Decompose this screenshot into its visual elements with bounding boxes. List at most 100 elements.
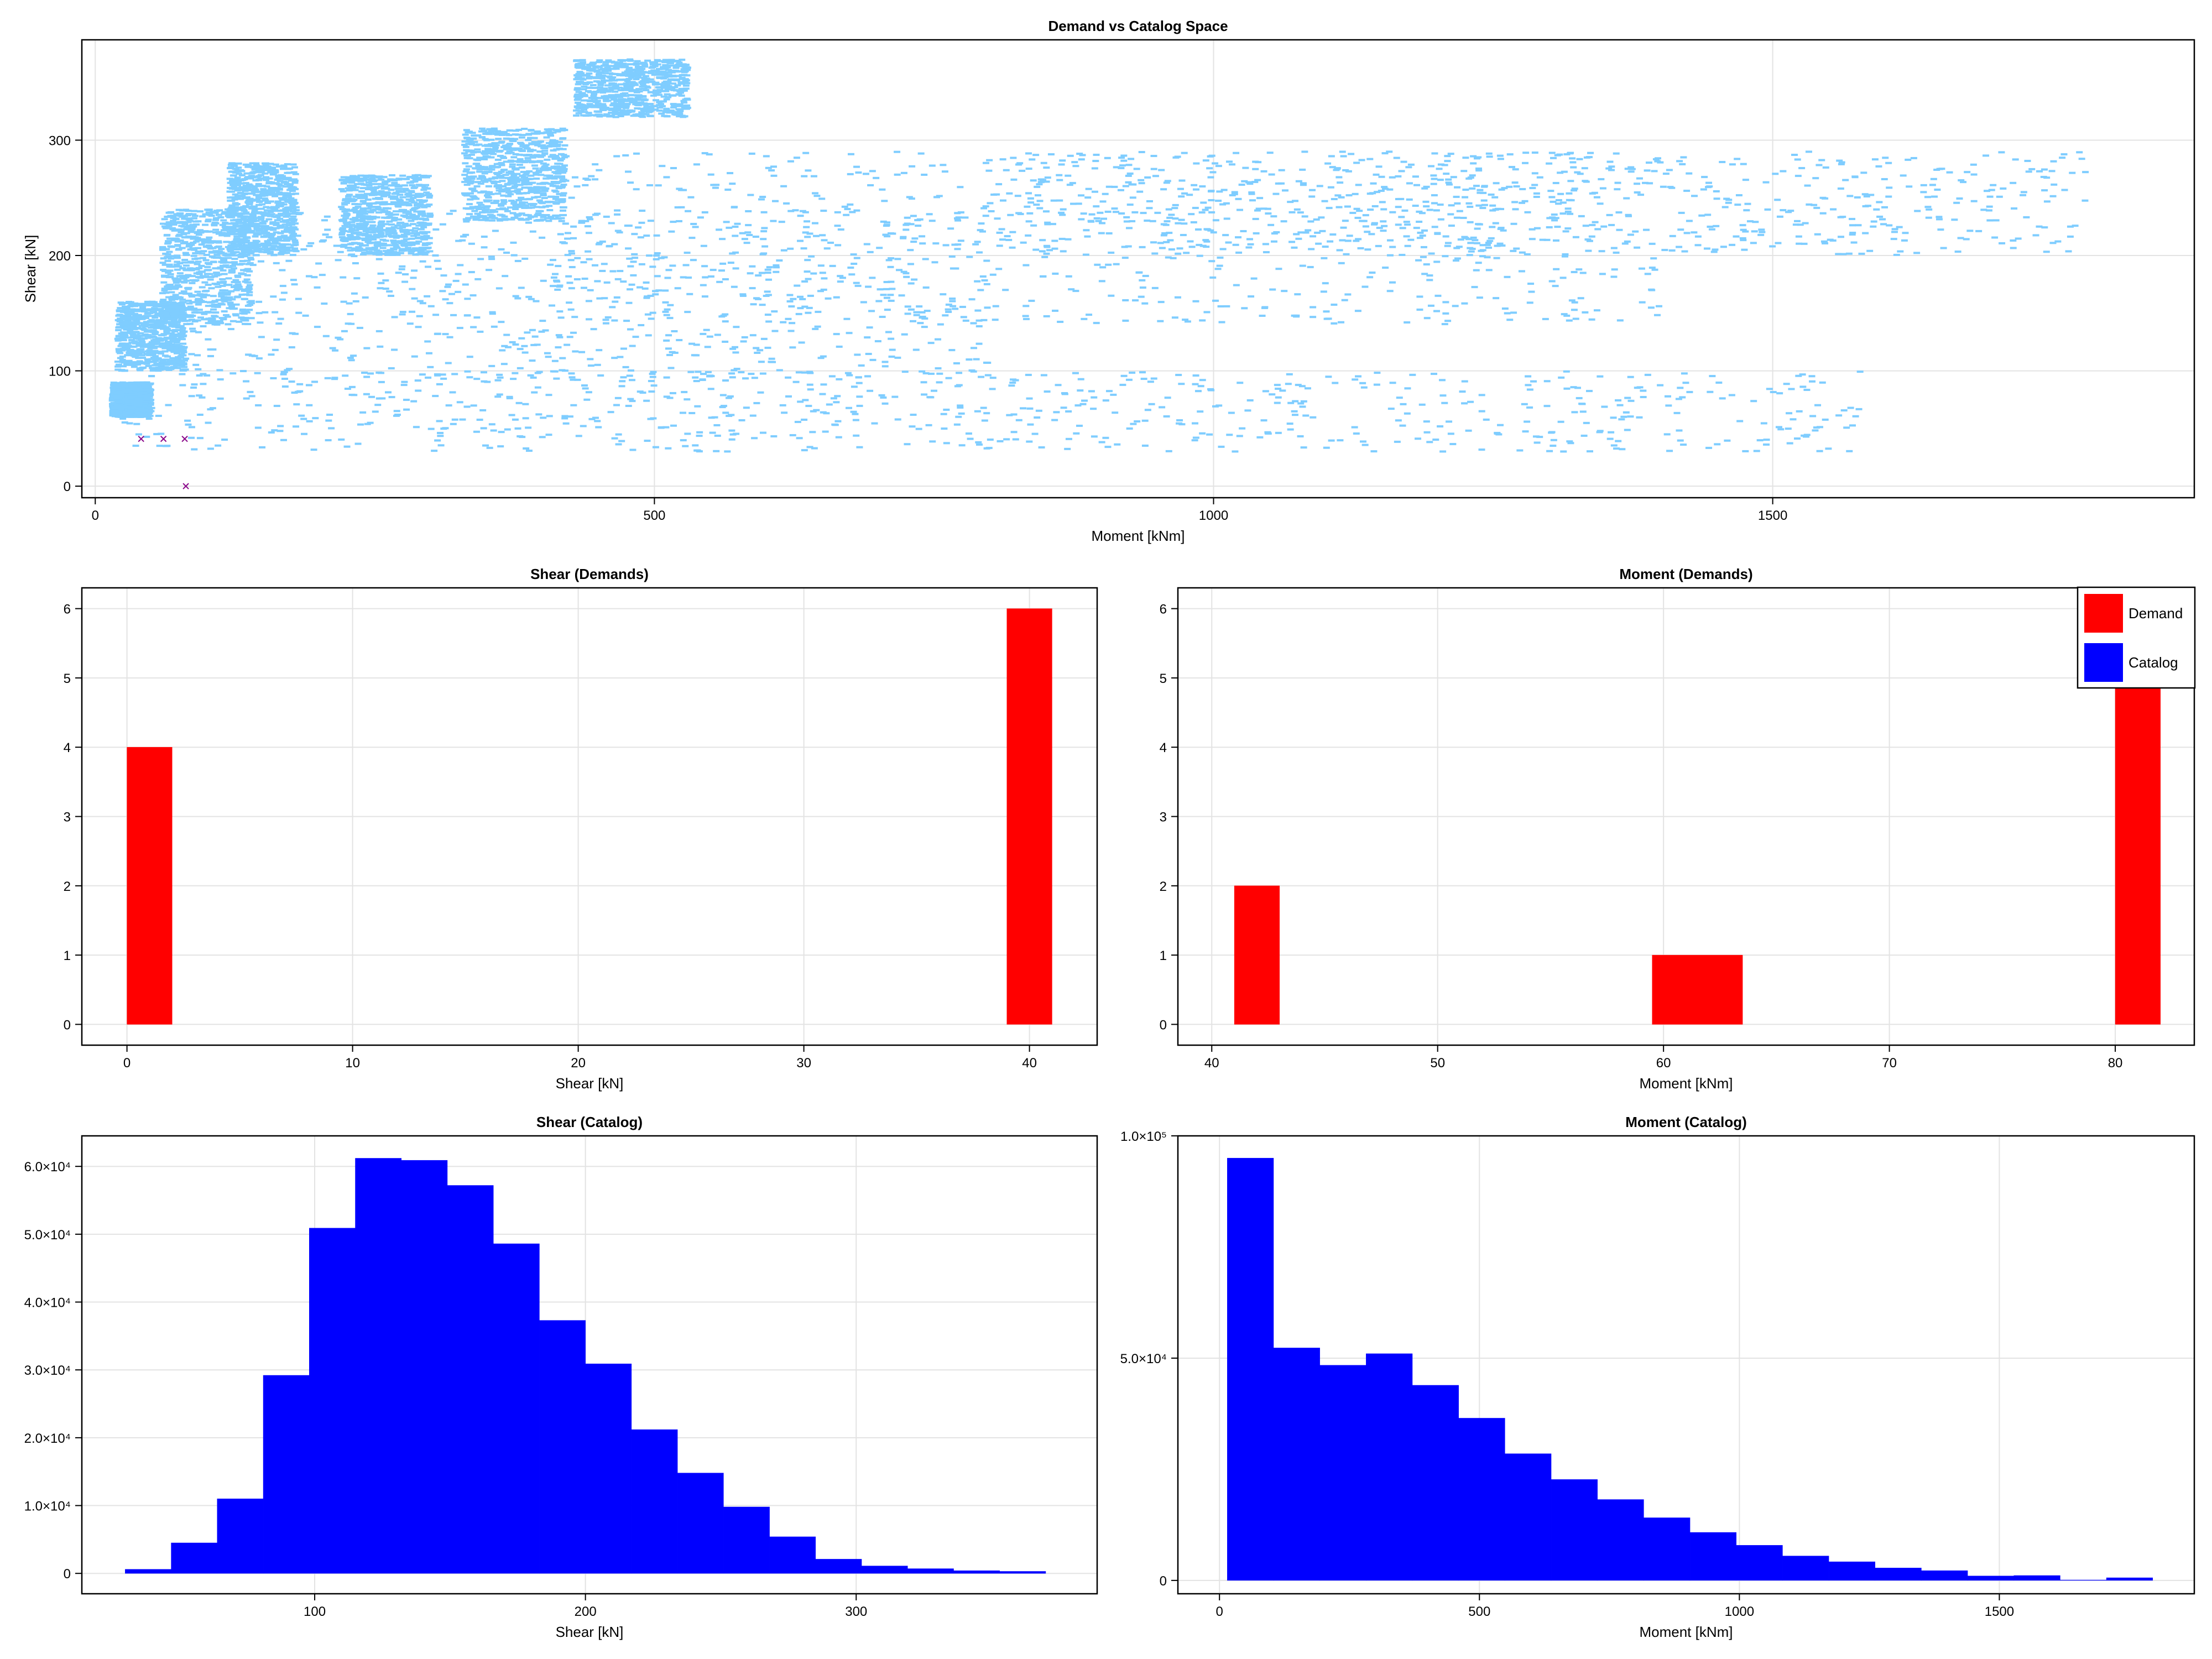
- catalog-point: [599, 108, 606, 111]
- catalog-point: [165, 276, 173, 279]
- catalog-point: [174, 357, 181, 360]
- catalog-point: [179, 209, 186, 212]
- catalog-point: [157, 366, 164, 369]
- catalog-point: [163, 363, 170, 366]
- catalog-point: [558, 158, 565, 160]
- catalog-point: [163, 330, 170, 332]
- catalog-point: [677, 109, 684, 112]
- catalog-point: [133, 323, 140, 326]
- catalog-point: [422, 187, 430, 190]
- catalog-point: [277, 205, 284, 207]
- catalog-point: [288, 202, 295, 205]
- catalog-point: [143, 330, 150, 333]
- catalog-point: [469, 195, 477, 197]
- catalog-point: [274, 200, 281, 203]
- catalog-point: [168, 343, 175, 346]
- catalog-point: [205, 311, 212, 314]
- catalog-point: [205, 322, 212, 325]
- catalog-point: [132, 319, 139, 321]
- catalog-point: [357, 174, 364, 177]
- catalog-point: [152, 355, 159, 358]
- catalog-point: [381, 183, 388, 186]
- catalog-point: [290, 215, 297, 218]
- catalog-point: [461, 180, 468, 183]
- catalog-point: [369, 209, 377, 212]
- catalog-point: [161, 350, 169, 353]
- catalog-point: [509, 165, 516, 168]
- catalog-point: [129, 411, 137, 414]
- catalog-point: [606, 96, 613, 99]
- catalog-point: [243, 211, 250, 214]
- catalog-point: [263, 249, 270, 252]
- catalog-point: [421, 244, 429, 247]
- catalog-point: [390, 247, 397, 250]
- catalog-point: [239, 207, 247, 210]
- catalog-point: [501, 215, 508, 218]
- catalog-point: [243, 185, 251, 188]
- catalog-point: [660, 86, 667, 89]
- catalog-point: [644, 440, 651, 442]
- catalog-point: [282, 243, 289, 246]
- catalog-point: [352, 206, 359, 209]
- catalog-point: [462, 162, 469, 165]
- catalog-point: [148, 302, 155, 305]
- catalog-point: [682, 79, 689, 82]
- catalog-point: [611, 86, 618, 88]
- catalog-point: [463, 184, 471, 186]
- catalog-point: [187, 236, 195, 239]
- catalog-point: [167, 329, 174, 332]
- catalog-point: [122, 335, 129, 337]
- catalog-point: [357, 213, 364, 216]
- catalog-point: [171, 346, 179, 349]
- catalog-point: [614, 63, 621, 66]
- catalog-point: [351, 249, 358, 252]
- catalog-point: [170, 223, 178, 226]
- catalog-point: [680, 100, 687, 102]
- catalog-point: [542, 177, 550, 180]
- catalog-point: [353, 186, 360, 189]
- catalog-point: [474, 150, 482, 153]
- catalog-point: [238, 195, 246, 198]
- catalog-point: [117, 357, 124, 359]
- catalog-point: [148, 358, 155, 361]
- catalog-point: [374, 241, 382, 244]
- catalog-point: [166, 263, 173, 266]
- catalog-point: [368, 182, 375, 185]
- catalog-point: [116, 320, 123, 323]
- catalog-point: [194, 238, 201, 241]
- catalog-point: [252, 242, 259, 244]
- catalog-point: [225, 277, 232, 280]
- catalog-point: [384, 253, 392, 256]
- catalog-point: [488, 129, 495, 132]
- catalog-point: [174, 244, 181, 247]
- catalog-point: [582, 82, 589, 85]
- catalog-point: [541, 147, 549, 150]
- catalog-point: [209, 320, 216, 322]
- catalog-point: [677, 82, 685, 85]
- catalog-point: [274, 187, 281, 190]
- catalog-point: [518, 218, 525, 221]
- catalog-point: [507, 160, 514, 163]
- catalog-point: [255, 175, 263, 178]
- catalog-point: [122, 384, 129, 387]
- catalog-point: [234, 275, 242, 278]
- catalog-point: [343, 212, 350, 215]
- catalog-point: [276, 180, 284, 182]
- catalog-point: [598, 74, 606, 77]
- catalog-point: [280, 164, 287, 167]
- catalog-point: [189, 295, 196, 298]
- catalog-point: [381, 203, 388, 206]
- catalog-point: [402, 201, 409, 204]
- catalog-point: [369, 221, 376, 223]
- catalog-point: [665, 85, 672, 87]
- catalog-point: [651, 105, 658, 107]
- catalog-point: [652, 99, 659, 102]
- catalog-point: [114, 339, 122, 342]
- catalog-point: [241, 298, 248, 300]
- catalog-point: [544, 158, 551, 161]
- catalog-point: [273, 231, 280, 234]
- catalog-point: [632, 89, 639, 92]
- catalog-point: [239, 240, 246, 243]
- catalog-point: [518, 149, 525, 152]
- catalog-point: [362, 202, 369, 205]
